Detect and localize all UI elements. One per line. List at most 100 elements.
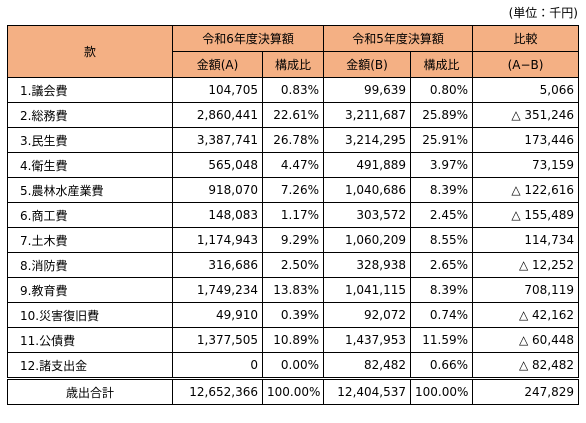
header-cell: 令和6年度決算額	[171, 25, 325, 52]
cell-value: 0	[172, 352, 263, 379]
cell-value: 0.00%	[261, 352, 325, 379]
total-row: 歳出合計 12,652,366 100.00% 12,404,537 100.00% 24…	[7, 377, 580, 405]
header-cell: (A−B)	[472, 51, 580, 78]
cell-value: 1,060,209	[323, 227, 412, 253]
cell-value: 3.97%	[410, 152, 474, 178]
cell-value: 303,572	[323, 202, 412, 228]
header-cell: 款	[7, 25, 173, 78]
cell-value: 4.47%	[261, 152, 325, 178]
header-cell: 構成比	[410, 51, 474, 78]
cell-value: 12,652,366	[172, 377, 263, 405]
cell-value: 148,083	[172, 202, 263, 228]
cell-value: 12,404,537	[323, 377, 412, 405]
cell-value: 99,639	[323, 77, 412, 103]
cell-value: 1.17%	[261, 202, 325, 228]
table-body: 1.議会費 104,705 0.83% 99,639 0.80% 5,066 2.総務費 2,…	[7, 77, 580, 405]
table-head: 款 令和6年度決算額 令和5年度決算額 比較 金額(A) 構成比 金額(B) 構…	[7, 25, 580, 78]
cell-value: △ 351,246	[472, 102, 580, 128]
cell-value: 25.89%	[410, 102, 474, 128]
cell-value: 8.39%	[410, 277, 474, 303]
item-name: 8.消防費	[7, 252, 173, 278]
cell-value: 0.74%	[410, 302, 474, 328]
cell-value: 22.61%	[261, 102, 325, 128]
item-name: 9.教育費	[7, 277, 173, 303]
header-cell: 金額(A)	[172, 51, 263, 78]
item-name: 6.商工費	[7, 202, 173, 228]
cell-value: 11.59%	[410, 327, 474, 353]
cell-value: 247,829	[472, 377, 580, 405]
unit-label: (単位：千円)	[508, 6, 578, 20]
cell-value: 92,072	[323, 302, 412, 328]
cell-value: 1,437,953	[323, 327, 412, 353]
item-name: 10.災害復旧費	[7, 302, 173, 328]
data-row: 7.土木費 1,174,943 9.29% 1,060,209 8.55% 114,734	[7, 227, 580, 253]
cell-value: 708,119	[472, 277, 580, 303]
cell-value: 7.26%	[261, 177, 325, 203]
cell-value: 49,910	[172, 302, 263, 328]
cell-value: 1,749,234	[172, 277, 263, 303]
cell-value: 565,048	[172, 152, 263, 178]
cell-value: △ 42,162	[472, 302, 580, 328]
item-name: 5.農林水産業費	[7, 177, 173, 203]
data-row: 2.総務費 2,860,441 22.61% 3,211,687 25.89% △ 351…	[7, 102, 580, 128]
item-name: 1.議会費	[7, 77, 173, 103]
cell-value: 491,889	[323, 152, 412, 178]
data-row: 8.消防費 316,686 2.50% 328,938 2.65% △ 12,252	[7, 252, 580, 278]
cell-value: 3,214,295	[323, 127, 412, 153]
cell-value: △ 155,489	[472, 202, 580, 228]
cell-value: 100.00%	[410, 377, 474, 405]
cell-value: 104,705	[172, 77, 263, 103]
cell-value: 328,938	[323, 252, 412, 278]
header-cell: 令和5年度決算額	[323, 25, 474, 52]
cell-value: △ 82,482	[472, 352, 580, 379]
cell-value: 2.65%	[410, 252, 474, 278]
cell-value: 3,211,687	[323, 102, 412, 128]
header-cell: 比較	[472, 25, 580, 52]
cell-value: 2.45%	[410, 202, 474, 228]
item-name: 4.衛生費	[7, 152, 173, 178]
cell-value: 13.83%	[261, 277, 325, 303]
cell-value: △ 60,448	[472, 327, 580, 353]
cell-value: 0.66%	[410, 352, 474, 379]
cell-value: 1,174,943	[172, 227, 263, 253]
data-row: 3.民生費 3,387,741 26.78% 3,214,295 25.91% 173,4…	[7, 127, 580, 153]
cell-value: △ 12,252	[472, 252, 580, 278]
cell-value: 82,482	[323, 352, 412, 379]
cell-value: 25.91%	[410, 127, 474, 153]
header-row: 金額(A) 構成比 金額(B) 構成比 (A−B)	[8, 51, 580, 78]
data-row: 9.教育費 1,749,234 13.83% 1,041,115 8.39% 708,11…	[7, 277, 580, 303]
cell-value: 0.39%	[261, 302, 325, 328]
cell-value: 3,387,741	[172, 127, 263, 153]
data-row: 1.議会費 104,705 0.83% 99,639 0.80% 5,066	[7, 77, 580, 103]
cell-value: 5,066	[472, 77, 580, 103]
header-cell: 構成比	[261, 51, 325, 78]
item-name: 2.総務費	[7, 102, 173, 128]
budget-table: 款 令和6年度決算額 令和5年度決算額 比較 金額(A) 構成比 金額(B) 構…	[7, 25, 580, 405]
cell-value: 114,734	[472, 227, 580, 253]
item-name: 3.民生費	[7, 127, 173, 153]
header-row: 款 令和6年度決算額 令和5年度決算額 比較	[7, 25, 580, 78]
cell-value: 173,446	[472, 127, 580, 153]
header-cell: 金額(B)	[323, 51, 412, 78]
cell-value: 0.83%	[261, 77, 325, 103]
cell-value: 26.78%	[261, 127, 325, 153]
cell-value: 0.80%	[410, 77, 474, 103]
cell-value: 1,040,686	[323, 177, 412, 203]
cell-value: 918,070	[172, 177, 263, 203]
item-name: 12.諸支出金	[7, 352, 173, 379]
cell-value: 8.39%	[410, 177, 474, 203]
cell-value: 1,041,115	[323, 277, 412, 303]
data-row: 4.衛生費 565,048 4.47% 491,889 3.97% 73,159	[7, 152, 580, 178]
item-name: 7.土木費	[7, 227, 173, 253]
item-name: 11.公債費	[7, 327, 173, 353]
cell-value: 73,159	[472, 152, 580, 178]
cell-value: 9.29%	[261, 227, 325, 253]
data-row: 6.商工費 148,083 1.17% 303,572 2.45% △ 155,489	[7, 202, 580, 228]
cell-value: 2,860,441	[172, 102, 263, 128]
data-row: 5.農林水産業費 918,070 7.26% 1,040,686 8.39% △ 122,…	[7, 177, 580, 203]
data-row: 11.公債費 1,377,505 10.89% 1,437,953 11.59% △ 60…	[7, 327, 580, 353]
item-name: 歳出合計	[7, 377, 173, 405]
cell-value: 1,377,505	[172, 327, 263, 353]
cell-value: 8.55%	[410, 227, 474, 253]
